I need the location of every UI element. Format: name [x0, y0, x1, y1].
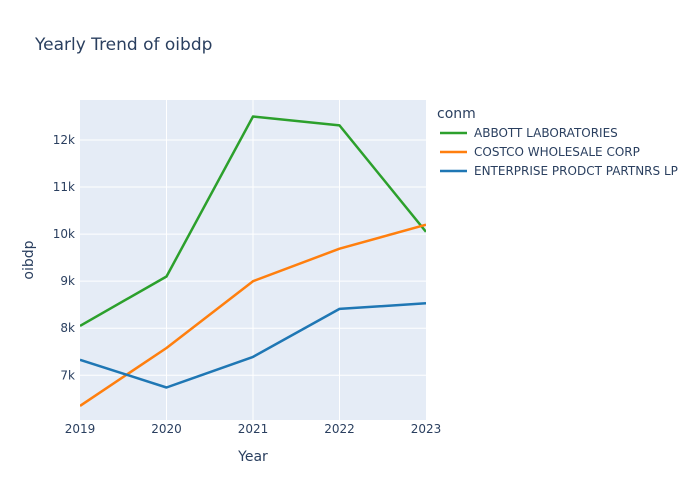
y-tick-label: 9k	[60, 274, 75, 288]
legend-item[interactable]: COSTCO WHOLESALE CORP	[440, 145, 640, 159]
legend: conm ABBOTT LABORATORIES COSTCO WHOLESALE…	[437, 106, 678, 178]
y-tick-label: 7k	[60, 368, 75, 382]
x-tick-label: 2019	[65, 422, 96, 436]
y-tick-label: 12k	[53, 133, 75, 147]
series-line-0	[80, 115, 426, 327]
x-tick-label: 2023	[411, 422, 442, 436]
x-tick-label: 2021	[238, 422, 269, 436]
series-line-2	[80, 302, 426, 389]
y-tick-label: 8k	[60, 321, 75, 335]
legend-item[interactable]: ENTERPRISE PRODCT PARTNRS LP	[440, 164, 678, 178]
chart-title: Yearly Trend of oibdp	[34, 35, 212, 55]
y-axis-ticks: 7k 8k 9k 10k 11k 12k	[53, 133, 75, 382]
legend-label: ABBOTT LABORATORIES	[474, 126, 618, 140]
x-axis-title: Year	[237, 449, 268, 465]
legend-title: conm	[437, 106, 476, 122]
plot-area	[80, 100, 426, 420]
legend-label: COSTCO WHOLESALE CORP	[474, 145, 640, 159]
series-lines	[80, 115, 426, 407]
x-tick-label: 2020	[151, 422, 182, 436]
y-axis-title: oibdp	[21, 240, 37, 279]
legend-items: ABBOTT LABORATORIES COSTCO WHOLESALE CORP…	[440, 126, 678, 178]
y-tick-label: 10k	[53, 227, 75, 241]
x-axis-ticks: 2019 2020 2021 2022 2023	[65, 422, 442, 436]
series-line-1	[80, 223, 426, 407]
x-gridlines	[166, 100, 340, 420]
legend-label: ENTERPRISE PRODCT PARTNRS LP	[474, 164, 678, 178]
legend-item[interactable]: ABBOTT LABORATORIES	[440, 126, 618, 140]
y-tick-label: 11k	[53, 180, 75, 194]
x-tick-label: 2022	[324, 422, 355, 436]
